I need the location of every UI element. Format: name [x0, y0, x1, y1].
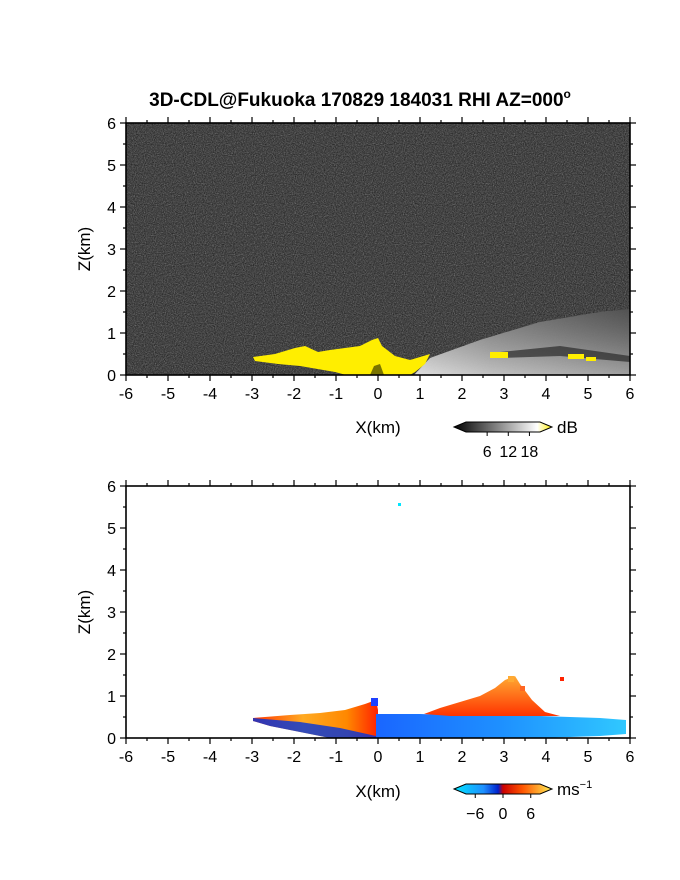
y-tick-label: 0	[107, 731, 116, 748]
chart-title: 3D-CDL@Fukuoka 170829 184031 RHI AZ=000o	[149, 87, 571, 111]
velocity-xlabel: X(km)	[355, 782, 400, 801]
echo-patch-3	[586, 357, 596, 361]
x-tick-label: -3	[245, 749, 259, 766]
y-tick-label: 6	[107, 479, 116, 496]
velocity-panel: -6 -5 -4 -3 -2 -1 0 1 2 3 4 5 6 0 1 2 3 4 5 6 X(km) Z(km) −…	[75, 479, 636, 823]
strong-echo-region	[253, 338, 430, 375]
x-tick-label: -3	[245, 386, 259, 403]
plume-speck-3	[560, 677, 564, 681]
x-tick-label: -1	[329, 386, 343, 403]
x-tick-label: 2	[458, 749, 467, 766]
reflectivity-ylabel: Z(km)	[75, 227, 94, 271]
colorbar-tick-label: −6	[466, 806, 484, 823]
x-tick-label: 3	[500, 386, 509, 403]
x-tick-label: 4	[542, 749, 551, 766]
x-tick-label: -5	[161, 386, 175, 403]
echo-gap	[370, 364, 384, 375]
plume-speck-2	[520, 686, 525, 691]
y-tick-label: 0	[107, 368, 116, 385]
x-tick-label: 0	[374, 386, 383, 403]
x-tick-label: -4	[203, 749, 217, 766]
x-tick-label: -2	[287, 749, 301, 766]
x-tick-label: 1	[416, 386, 425, 403]
velocity-wedge-underside	[253, 718, 378, 738]
y-tick-label: 6	[107, 116, 116, 133]
velocity-negative-layer	[376, 714, 626, 738]
y-tick-label: 4	[107, 563, 116, 580]
y-tick-label: 2	[107, 284, 116, 301]
x-tick-label: 5	[584, 386, 593, 403]
echo-patch-1	[490, 352, 508, 358]
x-tick-label: -2	[287, 386, 301, 403]
reflectivity-ticks: -6 -5 -4 -3 -2 -1 0 1 2 3 4 5 6 0 1 2 3 4 5 6	[107, 116, 636, 403]
y-tick-label: 2	[107, 647, 116, 664]
x-tick-label: 2	[458, 386, 467, 403]
reflectivity-colorbar-unit: dB	[557, 418, 578, 437]
velocity-background	[126, 486, 630, 738]
x-tick-label: -6	[119, 749, 133, 766]
reflectivity-colorbar	[452, 421, 554, 433]
velocity-ylabel: Z(km)	[75, 590, 94, 634]
x-tick-label: 1	[416, 749, 425, 766]
velocity-colorbar-unit: ms−1	[557, 779, 592, 799]
colorbar-tick-label: 18	[521, 444, 539, 461]
x-tick-label: 3	[500, 749, 509, 766]
reflectivity-colorbar-ticks: 6 12 18	[483, 432, 539, 461]
x-tick-label: 4	[542, 386, 551, 403]
y-tick-label: 3	[107, 242, 116, 259]
y-tick-label: 4	[107, 200, 116, 217]
velocity-colorbar	[452, 783, 554, 795]
colorbar-tick-label: 0	[499, 806, 508, 823]
x-tick-label: -5	[161, 749, 175, 766]
velocity-positive-plume	[424, 676, 560, 716]
y-tick-label: 1	[107, 326, 116, 343]
colorbar-tick-label: 12	[499, 444, 517, 461]
velocity-isolated-point	[398, 503, 401, 506]
y-tick-label: 5	[107, 521, 116, 538]
x-tick-label: -6	[119, 386, 133, 403]
y-tick-label: 3	[107, 605, 116, 622]
x-tick-label: 6	[626, 386, 635, 403]
x-tick-label: -1	[329, 749, 343, 766]
dark-band	[500, 346, 630, 362]
y-tick-label: 1	[107, 689, 116, 706]
x-tick-label: 0	[374, 749, 383, 766]
colorbar-tick-label: 6	[483, 444, 492, 461]
echo-patch-2	[568, 354, 584, 359]
reflectivity-xlabel: X(km)	[355, 418, 400, 437]
x-tick-label: 5	[584, 749, 593, 766]
velocity-colorbar-ticks: −6 0 6	[466, 794, 535, 823]
velocity-spike	[371, 698, 378, 706]
x-tick-label: -4	[203, 386, 217, 403]
x-tick-label: 6	[626, 749, 635, 766]
y-tick-label: 5	[107, 158, 116, 175]
velocity-ticks: -6 -5 -4 -3 -2 -1 0 1 2 3 4 5 6 0 1 2 3 4 5 6	[107, 479, 636, 766]
colorbar-tick-label: 6	[526, 806, 535, 823]
plume-speck-1	[508, 676, 514, 682]
